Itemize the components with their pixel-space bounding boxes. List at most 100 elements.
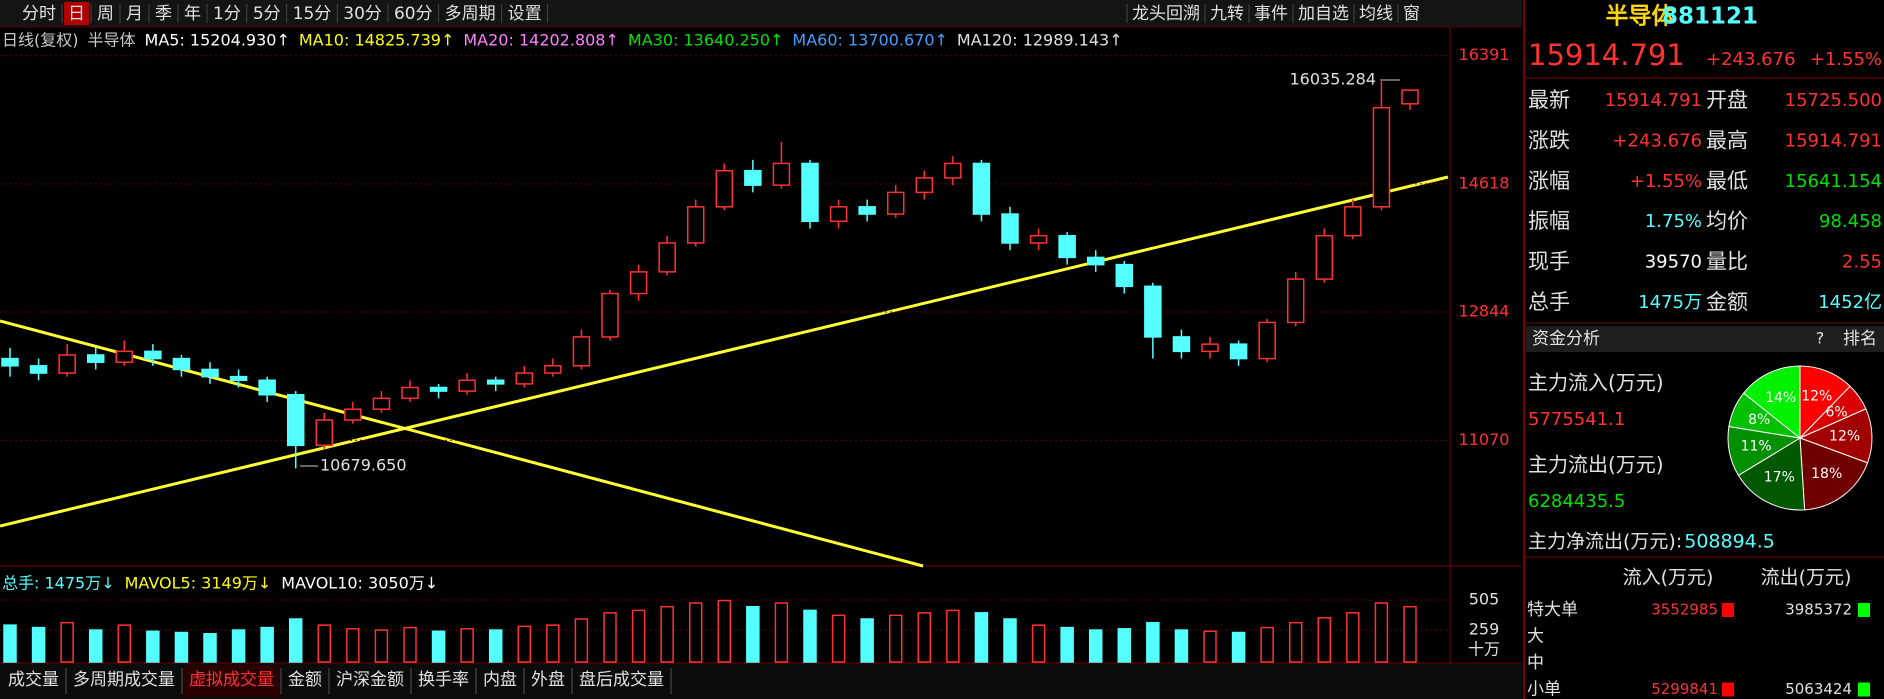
candle-body: [1, 357, 19, 367]
candle-body: [315, 419, 334, 447]
volume-bar: [888, 614, 903, 663]
quote-value: +243.676: [1612, 130, 1702, 151]
tab[interactable]: 成交量: [8, 670, 59, 690]
quote-value: 1.75%: [1645, 211, 1702, 232]
period-button[interactable]: 月: [126, 4, 143, 24]
quote-label: 振幅: [1528, 209, 1570, 233]
volume-bar: [31, 626, 46, 663]
fund-header-bg: [1526, 326, 1884, 352]
pie-label: 17%: [1764, 470, 1795, 486]
period-button[interactable]: 30分: [343, 4, 382, 24]
last-price: 15914.791: [1528, 38, 1685, 72]
volume-bar: [403, 626, 417, 663]
volume-bar: [317, 624, 332, 663]
chart-marks: 11070 12844 14618 16391 259 505: [0, 45, 1510, 663]
volume-bar: [260, 626, 274, 663]
period-button[interactable]: 5分: [253, 4, 281, 24]
tab[interactable]: 沪深金额: [336, 670, 404, 690]
inflow-value: 5775541.1: [1528, 409, 1625, 430]
tab[interactable]: 金额: [288, 670, 322, 690]
tool-button[interactable]: 事件: [1254, 4, 1288, 24]
period-button[interactable]: 多周期: [445, 4, 496, 24]
candle-body: [86, 354, 105, 363]
volume-bar: [1288, 621, 1303, 663]
volume-bar: [717, 599, 732, 663]
candle-body: [915, 177, 934, 194]
volume-bar: [488, 629, 503, 663]
low-annotation: 10679.650: [320, 456, 407, 475]
candle-body: [572, 336, 591, 367]
flow-out-box: [1858, 682, 1870, 697]
candle-body: [286, 393, 305, 447]
volume-bar: [174, 631, 189, 663]
ma-label: MA5: 15204.930↑: [145, 31, 290, 50]
candle-body: [1229, 343, 1248, 360]
tool-button[interactable]: 龙头回溯: [1132, 4, 1200, 24]
quote-value: 15914.791: [1605, 90, 1702, 111]
volume-bar: [1003, 618, 1017, 663]
period-button[interactable]: 15分: [293, 4, 332, 24]
quote-label: 金额: [1706, 290, 1748, 314]
tool-button[interactable]: 九转: [1210, 4, 1244, 24]
candle-body: [744, 169, 762, 186]
pie-label: 14%: [1765, 390, 1796, 406]
volume-bar: [1174, 629, 1189, 663]
volume-bar: [1060, 626, 1074, 663]
tool-button[interactable]: 均线: [1359, 4, 1393, 24]
quote-label: 涨幅: [1528, 169, 1570, 193]
period-active: [64, 2, 89, 25]
quote-value: +1.55%: [1630, 171, 1702, 192]
candle-body: [58, 354, 76, 374]
pie-slice: [1799, 437, 1869, 511]
volume-bar: [3, 624, 17, 663]
volume-bar: [746, 605, 760, 663]
period-button[interactable]: 日: [68, 4, 85, 24]
tool-button[interactable]: 加自选: [1298, 4, 1349, 24]
period-button[interactable]: 季: [155, 4, 172, 24]
tab[interactable]: 盘后成交量: [579, 670, 664, 690]
period-button[interactable]: 年: [184, 4, 201, 24]
y-tick-label: 14618: [1459, 173, 1510, 192]
volume-bar: [231, 629, 246, 663]
volume-bar: [574, 618, 589, 663]
flow-out: 3985372: [1785, 601, 1852, 619]
tab[interactable]: 多周期成交量: [73, 670, 175, 690]
period-button[interactable]: 60分: [394, 4, 433, 24]
volume-bar: [431, 630, 446, 663]
candle-body: [115, 350, 134, 363]
flow-label: 特大单: [1527, 600, 1578, 620]
ma-label: MA20: 14202.808↑: [463, 31, 619, 50]
volume-bar: [1117, 628, 1132, 663]
volume-bar: [603, 612, 617, 663]
volume-bar: [546, 624, 560, 663]
volume-label: MAVOL5: 3149万↓: [125, 574, 272, 593]
volume-bar: [1203, 630, 1217, 663]
volume-bar: [88, 629, 103, 663]
tab[interactable]: 外盘: [531, 670, 565, 690]
ma-label: MA30: 13640.250↑: [628, 31, 784, 50]
tab[interactable]: 换手率: [418, 670, 469, 690]
quote-label: 涨跌: [1528, 128, 1570, 152]
tab[interactable]: 虚拟成交量: [189, 670, 274, 690]
help-button[interactable]: ?: [1816, 329, 1825, 348]
period-button[interactable]: 周: [97, 4, 114, 24]
period-button[interactable]: 设置: [508, 4, 542, 24]
outflow-label: 主力流出(万元): [1528, 453, 1664, 477]
tool-button[interactable]: 窗: [1403, 4, 1420, 24]
volume-bar: [374, 629, 389, 663]
price-change: +243.676: [1706, 49, 1796, 70]
rank-button[interactable]: 排名: [1843, 329, 1877, 349]
volume-bar: [346, 628, 360, 663]
volume-bar: [146, 630, 160, 663]
ma-label: 半导体: [88, 31, 136, 50]
tab[interactable]: 内盘: [483, 670, 517, 690]
flow-label: 中: [1527, 653, 1544, 673]
pie-slice: [1743, 365, 1801, 440]
period-button[interactable]: 1分: [213, 4, 241, 24]
candle-body: [686, 206, 705, 244]
period-button[interactable]: 分时: [22, 4, 56, 24]
candle-body: [544, 365, 562, 374]
volume-bar: [1260, 626, 1274, 663]
